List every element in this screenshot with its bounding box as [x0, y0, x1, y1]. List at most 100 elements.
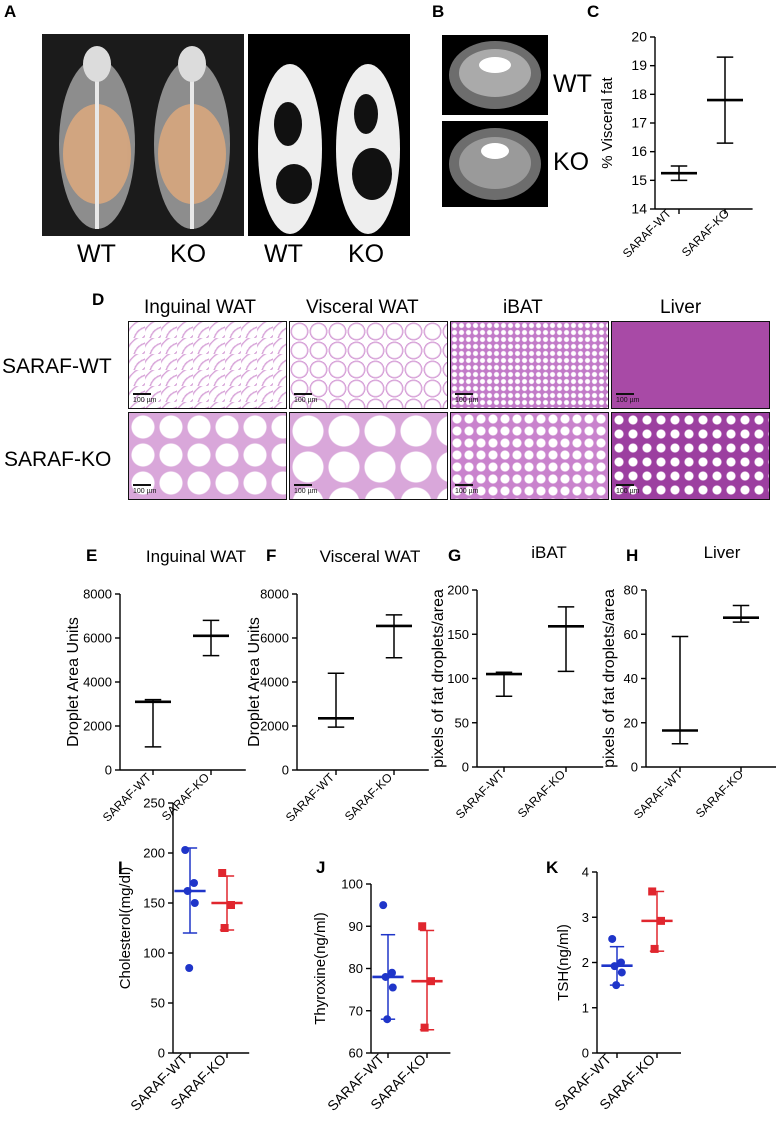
- y-tick-label: 8000: [260, 587, 289, 602]
- y-tick-label: 50: [151, 996, 165, 1011]
- y-tick-label: 0: [631, 760, 638, 775]
- y-tick-label: 17: [631, 115, 647, 131]
- y-tick-label: 90: [349, 919, 363, 934]
- y-tick-label: 6000: [83, 631, 112, 646]
- y-tick-label: 150: [143, 896, 165, 911]
- y-tick-label: 14: [631, 201, 647, 217]
- ct-axial-wt-image: [442, 35, 548, 115]
- scale-label: 100 µm: [133, 488, 157, 495]
- y-tick-label: 8000: [83, 587, 112, 602]
- chart-title: iBAT: [531, 543, 567, 562]
- histology-liver-ko: [611, 412, 770, 500]
- data-point-wt: [381, 972, 390, 981]
- data-point-wt: [612, 981, 621, 990]
- y-tick-label: 100: [143, 946, 165, 961]
- panel-letter-g: G: [448, 546, 462, 565]
- data-point-wt: [190, 879, 198, 887]
- panel-letter-k: K: [546, 858, 559, 877]
- y-axis-label: TSH(ng/ml): [555, 924, 572, 1001]
- y-tick-label: 1: [582, 1000, 589, 1015]
- data-point-wt: [610, 962, 619, 971]
- histology-ibat-wt: [450, 321, 609, 409]
- scale-bar: [616, 393, 634, 395]
- data-point-wt: [185, 964, 194, 972]
- y-tick-label: 2: [582, 955, 589, 970]
- data-point-ko: [648, 887, 657, 896]
- histology-visceral-wt: [289, 321, 448, 409]
- data-point-wt: [617, 958, 625, 967]
- x-category-label: SARAF-KO: [342, 770, 395, 823]
- y-tick-label: 2000: [260, 719, 289, 734]
- histology-ibat-ko: [450, 412, 609, 500]
- data-point-ko: [650, 944, 659, 953]
- data-point-wt: [617, 968, 626, 977]
- panel-letter-f: F: [266, 546, 277, 565]
- data-point-wt: [190, 899, 199, 907]
- scale-label: 100 µm: [616, 488, 640, 495]
- y-tick-label: 0: [582, 1046, 589, 1061]
- data-point-ko: [227, 901, 235, 909]
- y-tick-label: 80: [349, 961, 363, 976]
- y-tick-label: 2000: [83, 719, 112, 734]
- x-category-label: SARAF-WT: [620, 206, 675, 261]
- data-point-ko: [220, 924, 229, 932]
- data-point-ko: [427, 977, 435, 986]
- ct-3d-render-image: [42, 34, 244, 236]
- y-tick-label: 4: [582, 865, 589, 880]
- chart-title: Inguinal WAT: [146, 547, 246, 566]
- x-category-label: SARAF-KO: [159, 770, 212, 823]
- x-category-label: SARAF-WT: [631, 767, 686, 822]
- y-axis-label: pixels of fat droplets/area: [601, 589, 618, 768]
- panel-letter-b: B: [432, 2, 445, 21]
- y-tick-label: 70: [349, 1003, 363, 1018]
- x-category-label: SARAF-WT: [283, 770, 338, 825]
- histology-visceral-ko: [289, 412, 448, 500]
- y-tick-label: 20: [631, 29, 647, 45]
- y-tick-label: 60: [624, 627, 638, 642]
- scale-label: 100 µm: [294, 488, 318, 495]
- label-wt-axial: WT: [553, 70, 592, 98]
- panel-letter-d: D: [92, 290, 105, 309]
- ct-axial-ko-image: [442, 121, 548, 207]
- y-tick-label: 100: [447, 671, 469, 686]
- data-point-wt: [608, 934, 617, 943]
- panel-letter-i: I: [118, 858, 123, 877]
- y-axis-label: Droplet Area Units: [246, 617, 263, 747]
- y-tick-label: 200: [143, 846, 165, 861]
- data-point-wt: [383, 1015, 392, 1024]
- label-ko-section: KO: [348, 240, 385, 268]
- scale-bar: [294, 393, 312, 395]
- y-tick-label: 60: [349, 1046, 363, 1061]
- y-tick-label: 16: [631, 143, 647, 159]
- scale-label: 100 µm: [294, 397, 318, 404]
- y-axis-label: % Visceral fat: [599, 76, 616, 168]
- y-tick-label: 50: [455, 715, 469, 730]
- row-label-ko: SARAF-KO: [4, 448, 112, 471]
- y-tick-label: 0: [282, 763, 289, 778]
- data-point-wt: [181, 846, 190, 854]
- histology-inguinal-wt: [128, 321, 287, 409]
- y-tick-label: 4000: [260, 675, 289, 690]
- label-ko-3d: KO: [170, 240, 207, 268]
- data-point-ko: [218, 869, 227, 877]
- scale-bar: [455, 393, 473, 395]
- chart-title: Visceral WAT: [320, 547, 421, 566]
- y-tick-label: 18: [631, 86, 647, 102]
- y-tick-label: 0: [158, 1046, 165, 1061]
- col-header-ibat: iBAT: [503, 297, 543, 318]
- x-category-label: SARAF-KO: [679, 206, 732, 259]
- y-tick-label: 200: [447, 583, 469, 598]
- y-tick-label: 15: [631, 172, 647, 188]
- scale-label: 100 µm: [455, 397, 479, 404]
- scale-bar: [455, 484, 473, 486]
- scale-bar: [616, 484, 634, 486]
- y-tick-label: 6000: [260, 631, 289, 646]
- col-header-visceral: Visceral WAT: [306, 297, 419, 318]
- data-point-ko: [418, 922, 427, 931]
- label-ko-axial: KO: [553, 148, 590, 176]
- y-tick-label: 0: [462, 760, 469, 775]
- scale-label: 100 µm: [133, 397, 157, 404]
- data-point-wt: [183, 887, 192, 895]
- scale-bar: [133, 393, 151, 395]
- panel-letter-e: E: [86, 546, 98, 565]
